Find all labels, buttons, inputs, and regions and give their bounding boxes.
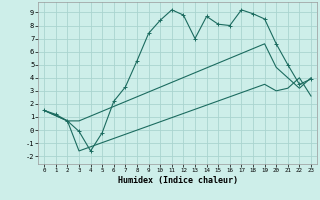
X-axis label: Humidex (Indice chaleur): Humidex (Indice chaleur) bbox=[118, 176, 238, 185]
